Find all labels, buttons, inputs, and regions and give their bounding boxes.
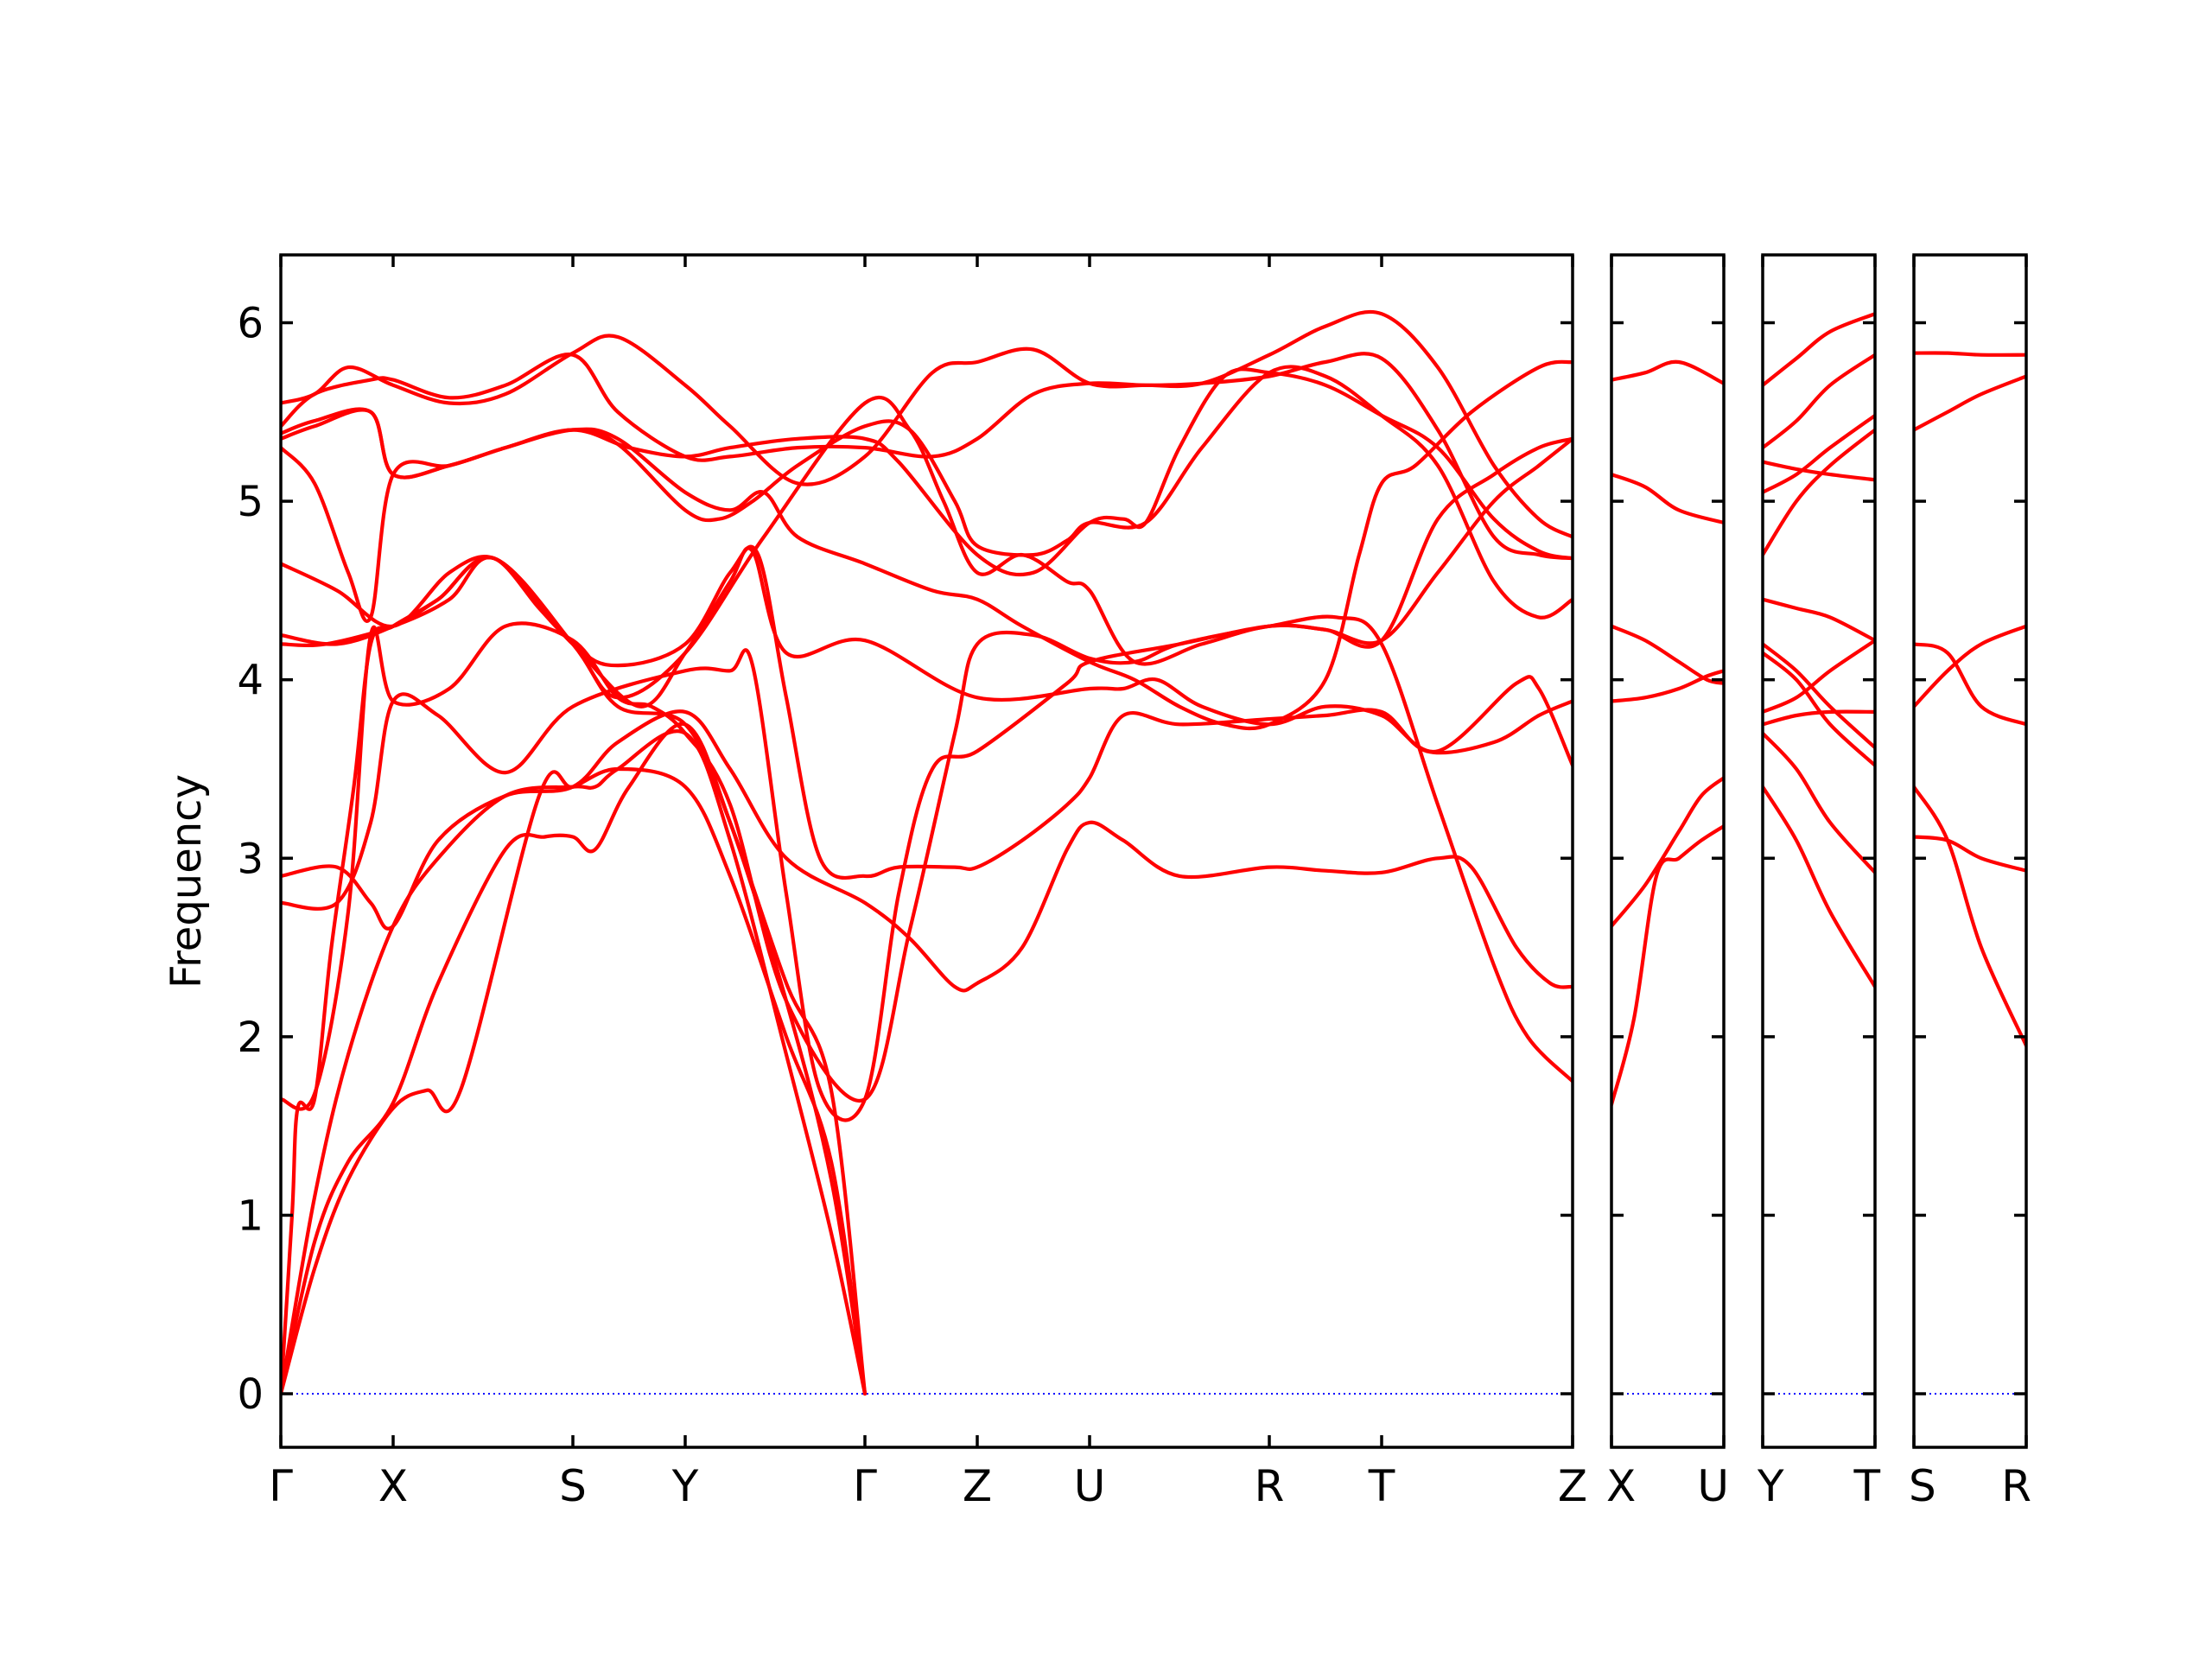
x-tick-label: T (1853, 1461, 1880, 1511)
x-tick-label: Γ (853, 1461, 877, 1511)
x-tick-label: S (1909, 1461, 1936, 1511)
x-tick-label: Y (671, 1461, 699, 1511)
band-2 (1611, 776, 1724, 928)
bands (1763, 312, 1875, 989)
band-8 (281, 544, 1573, 880)
band-2 (1914, 785, 2026, 1048)
bands (1914, 351, 2026, 1048)
band-15 (281, 395, 1573, 700)
band-3 (281, 729, 868, 1396)
x-tick-label: Z (963, 1461, 992, 1511)
band-4 (1914, 642, 2026, 727)
band-1 (281, 721, 868, 1396)
y-tick-label: 6 (237, 300, 264, 348)
bands (1611, 359, 1724, 1107)
band-6 (1914, 351, 2026, 357)
band-4 (1763, 639, 1875, 714)
band-7 (281, 709, 1573, 993)
band-5 (1763, 651, 1875, 767)
band-3 (1763, 709, 1875, 727)
y-tick-label: 4 (237, 657, 264, 705)
x-tick-label: U (1697, 1461, 1729, 1511)
band-6 (281, 614, 1573, 1111)
band-13 (281, 309, 1573, 539)
band-1 (1763, 785, 1875, 989)
y-tick-label: 0 (237, 1370, 264, 1419)
y-tick-label: 1 (237, 1192, 264, 1240)
band-12 (281, 352, 1573, 561)
band-6 (1611, 359, 1724, 385)
band-14 (281, 365, 1573, 620)
bands (281, 309, 1573, 1396)
y-tick-label: 2 (237, 1014, 264, 1062)
band-12 (1763, 312, 1875, 387)
band-5 (281, 436, 1573, 1122)
y-tick-label: 5 (237, 478, 264, 526)
x-tick-label: T (1368, 1461, 1395, 1511)
band-5 (1914, 374, 2026, 432)
axes-frame (1912, 253, 2028, 1449)
axes-frame (1761, 253, 1877, 1449)
band-1 (1611, 824, 1724, 1107)
axes-frame (279, 253, 1574, 1449)
x-tick-label: X (1606, 1461, 1636, 1511)
band-7 (1763, 597, 1875, 643)
band-3 (1611, 669, 1724, 703)
x-tick-label: X (378, 1461, 408, 1511)
y-axis-label: Frequency (162, 774, 211, 988)
band-4 (1611, 624, 1724, 685)
band-9 (1763, 413, 1875, 494)
x-tick-label: Γ (269, 1461, 293, 1511)
band-2 (1763, 731, 1875, 874)
x-tick-label: Y (1757, 1461, 1784, 1511)
x-tick-label: R (1255, 1461, 1285, 1511)
x-tick-label: Z (1558, 1461, 1587, 1511)
band-11 (281, 367, 1573, 577)
band-5 (1611, 473, 1724, 524)
x-tick-label: S (559, 1461, 587, 1511)
panel-main: 0 1 2 3 4 5 6 Γ X S Y Γ Z U R T Z (237, 253, 1587, 1511)
band-8 (1763, 428, 1875, 557)
y-tick-label: 3 (237, 835, 264, 883)
band-3 (1914, 624, 2026, 709)
x-tick-label: R (2001, 1461, 2031, 1511)
band-6 (1763, 642, 1875, 750)
band-1 (1914, 835, 2026, 873)
band-2 (281, 766, 868, 1396)
band-11 (1763, 353, 1875, 450)
axes-frame (1610, 253, 1726, 1449)
x-tick-label: U (1074, 1461, 1106, 1511)
band-10 (1763, 460, 1875, 482)
band-10 (281, 359, 1573, 731)
